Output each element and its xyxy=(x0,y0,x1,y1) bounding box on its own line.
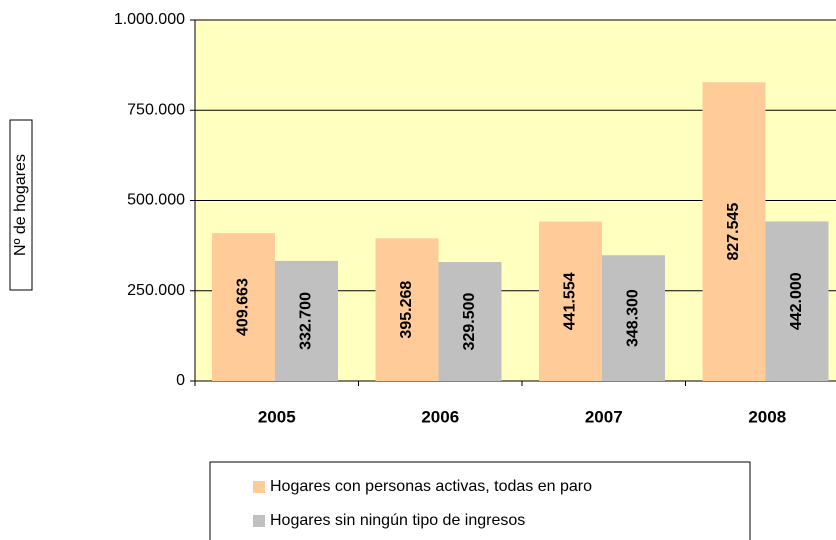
data-label: 442.000 xyxy=(788,272,805,330)
bar xyxy=(702,82,766,381)
x-tick-label: 2008 xyxy=(748,407,786,426)
data-label: 329.500 xyxy=(461,293,478,351)
legend-label: Hogares sin ningún tipo de ingresos xyxy=(270,512,525,529)
bar xyxy=(375,238,439,381)
data-label: 395.268 xyxy=(398,281,415,339)
bar xyxy=(765,221,829,381)
y-label-box xyxy=(9,119,33,291)
y-tick-label: 500.000 xyxy=(127,192,185,209)
x-tick-label: 2006 xyxy=(421,407,459,426)
y-tick-label: 1.000.000 xyxy=(114,11,185,28)
data-label: 409.663 xyxy=(235,278,252,336)
bar xyxy=(275,260,338,381)
data-label: 827.545 xyxy=(725,203,742,261)
bar xyxy=(438,262,502,381)
x-tick-label: 2007 xyxy=(585,407,623,426)
y-tick-label: 250.000 xyxy=(127,282,185,299)
legend-swatch xyxy=(253,515,265,527)
bar xyxy=(539,221,602,381)
bar xyxy=(212,233,275,381)
legend-swatch xyxy=(253,481,265,493)
data-label: 332.700 xyxy=(298,292,315,350)
data-label: 441.554 xyxy=(562,272,579,330)
x-tick-label: 2005 xyxy=(258,407,296,426)
legend-box xyxy=(209,461,751,540)
data-label: 348.300 xyxy=(625,289,642,347)
bar xyxy=(602,255,665,381)
legend-label: Hogares con personas activas, todas en p… xyxy=(270,478,592,495)
y-tick-label: 0 xyxy=(176,372,185,389)
y-axis-label: Nº de hogares xyxy=(12,154,29,256)
y-tick-label: 750.000 xyxy=(127,101,185,118)
